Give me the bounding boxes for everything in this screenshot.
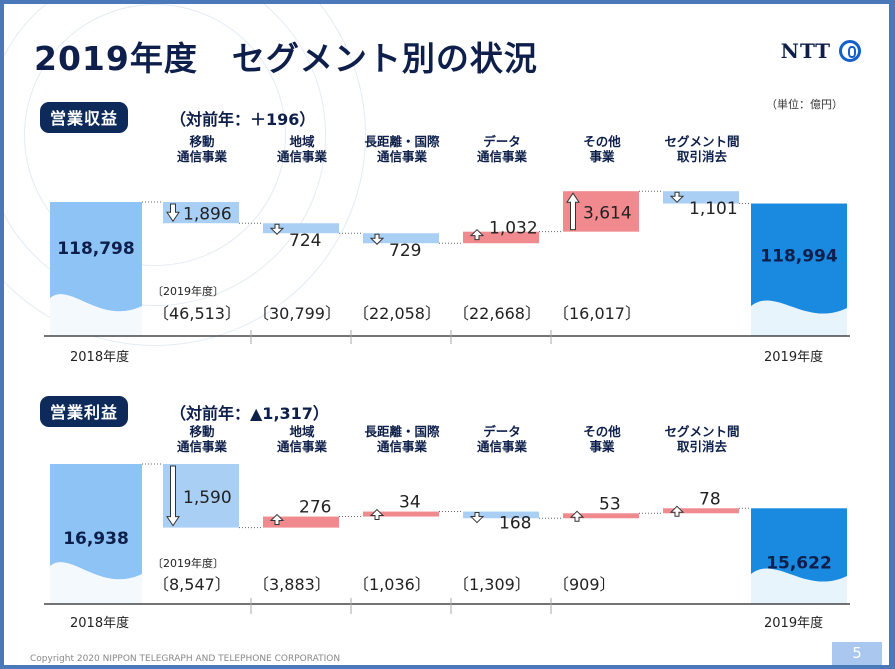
change-value-label: 78	[699, 489, 721, 509]
change-value-label: 1,590	[183, 488, 232, 508]
increase-bar	[663, 508, 739, 514]
segment-total-label: 〔30,799〕	[253, 304, 341, 323]
profit-section-badge: 営業利益	[40, 396, 129, 427]
revenue-category-label: 地域 通信事業	[276, 134, 327, 164]
profit-yoy-change: （対前年：▲1,317）	[170, 404, 329, 423]
revenue-waterfall-chart: 118,798 1,896 724 729 1,032 3,614 1,101 118,994…	[44, 190, 850, 344]
decrease-bar	[463, 511, 539, 519]
copyright-footer: Copyright 2020 NIPPON TELEGRAPH AND TELE…	[30, 654, 341, 664]
increase-bar	[263, 516, 339, 528]
revenue-end-year-label: 2019年度	[764, 350, 824, 365]
unit-note: （単位：億円）	[766, 98, 843, 111]
increase-bar	[463, 231, 539, 244]
segment-total-label: 〔1,309〕	[453, 575, 531, 594]
up-arrow-icon	[469, 228, 485, 241]
up-arrow-icon	[669, 505, 685, 517]
segment-total-label: 〔909〕	[553, 575, 616, 594]
down-arrow-icon	[469, 512, 485, 524]
change-value-label: 1,101	[689, 199, 738, 219]
page-number: 5	[832, 642, 882, 665]
revenue-category-label: その他 事業	[583, 134, 621, 164]
change-value-label: 729	[389, 241, 421, 261]
decrease-bar	[163, 202, 239, 224]
change-value-label: 3,614	[583, 203, 632, 223]
segment-total-label: 〔16,017〕	[553, 304, 641, 323]
profit-end-year-label: 2019年度	[764, 616, 824, 631]
revenue-category-label: データ 通信事業	[476, 134, 527, 164]
segment-total-label: 〔22,058〕	[353, 304, 441, 323]
page-title: 2019年度 セグメント別の状況	[34, 39, 538, 78]
change-value-label: 1,032	[489, 219, 538, 239]
down-arrow-icon	[369, 233, 385, 245]
segment-total-label: 〔46,513〕	[153, 304, 241, 323]
profit-category-label: 移動 通信事業	[176, 424, 227, 454]
profit-waterfall-chart: 16,938 1,590 276 34 168 53 78 15,622 〔2019年度〕〔8,…	[44, 463, 850, 614]
increase-bar	[563, 513, 639, 519]
revenue-category-label: 移動 通信事業	[176, 134, 227, 164]
start-value-label: 16,938	[63, 529, 129, 549]
revenue-yoy-change: （対前年：＋196）	[170, 110, 316, 129]
decrease-bar	[663, 191, 739, 204]
fiscal-year-label: 〔2019年度〕	[152, 284, 224, 298]
change-value-label: 1,896	[183, 205, 232, 225]
wave-decoration	[751, 300, 847, 336]
profit-category-label: 地域 通信事業	[276, 424, 327, 454]
decrease-bar	[363, 233, 439, 244]
up-arrow-icon	[369, 508, 385, 521]
slide: 2019年度 セグメント別の状況 NTT （単位：億円） 営業収益 （対前年：＋…	[4, 4, 889, 665]
fiscal-year-label: 〔2019年度〕	[152, 556, 224, 570]
ntt-ring-icon	[839, 40, 861, 62]
profit-category-label: セグメント間 取引消去	[664, 424, 740, 454]
background-globe-decoration	[24, 4, 286, 266]
decrease-bar	[263, 223, 339, 234]
wave-decoration	[50, 294, 142, 336]
segment-total-label: 〔22,668〕	[453, 304, 541, 323]
revenue-start-year-label: 2018年度	[70, 350, 130, 365]
up-arrow-icon	[569, 510, 585, 522]
down-arrow-icon	[669, 191, 685, 203]
down-arrow-icon	[166, 203, 180, 223]
change-value-label: 53	[599, 494, 621, 514]
ntt-logo: NTT	[781, 39, 861, 63]
profit-start-year-label: 2018年度	[70, 616, 130, 631]
change-value-label: 276	[299, 498, 331, 518]
increase-bar	[363, 511, 439, 517]
start-value-label: 118,798	[57, 239, 134, 259]
end-value-label: 15,622	[766, 553, 832, 573]
profit-category-label: 長距離・国際 通信事業	[364, 424, 440, 454]
down-arrow-icon	[269, 223, 285, 235]
profit-category-label: データ 通信事業	[476, 424, 527, 454]
up-arrow-icon	[566, 192, 580, 231]
revenue-category-label: セグメント間 取引消去	[664, 134, 740, 164]
segment-total-label: 〔3,883〕	[253, 575, 331, 594]
profit-category-label: その他 事業	[583, 424, 621, 454]
change-value-label: 34	[399, 493, 421, 513]
revenue-category-label: 長距離・国際 通信事業	[364, 134, 440, 164]
end-value-label: 118,994	[760, 247, 838, 267]
wave-decoration	[50, 562, 142, 604]
wave-decoration	[751, 568, 847, 604]
change-value-label: 724	[289, 231, 321, 251]
revenue-section-badge: 営業収益	[40, 102, 129, 133]
logo-text: NTT	[780, 39, 831, 63]
segment-total-label: 〔8,547〕	[153, 575, 231, 594]
segment-total-label: 〔1,036〕	[353, 575, 431, 594]
change-value-label: 168	[499, 514, 531, 534]
up-arrow-icon	[269, 513, 285, 526]
down-arrow-icon	[166, 465, 180, 527]
